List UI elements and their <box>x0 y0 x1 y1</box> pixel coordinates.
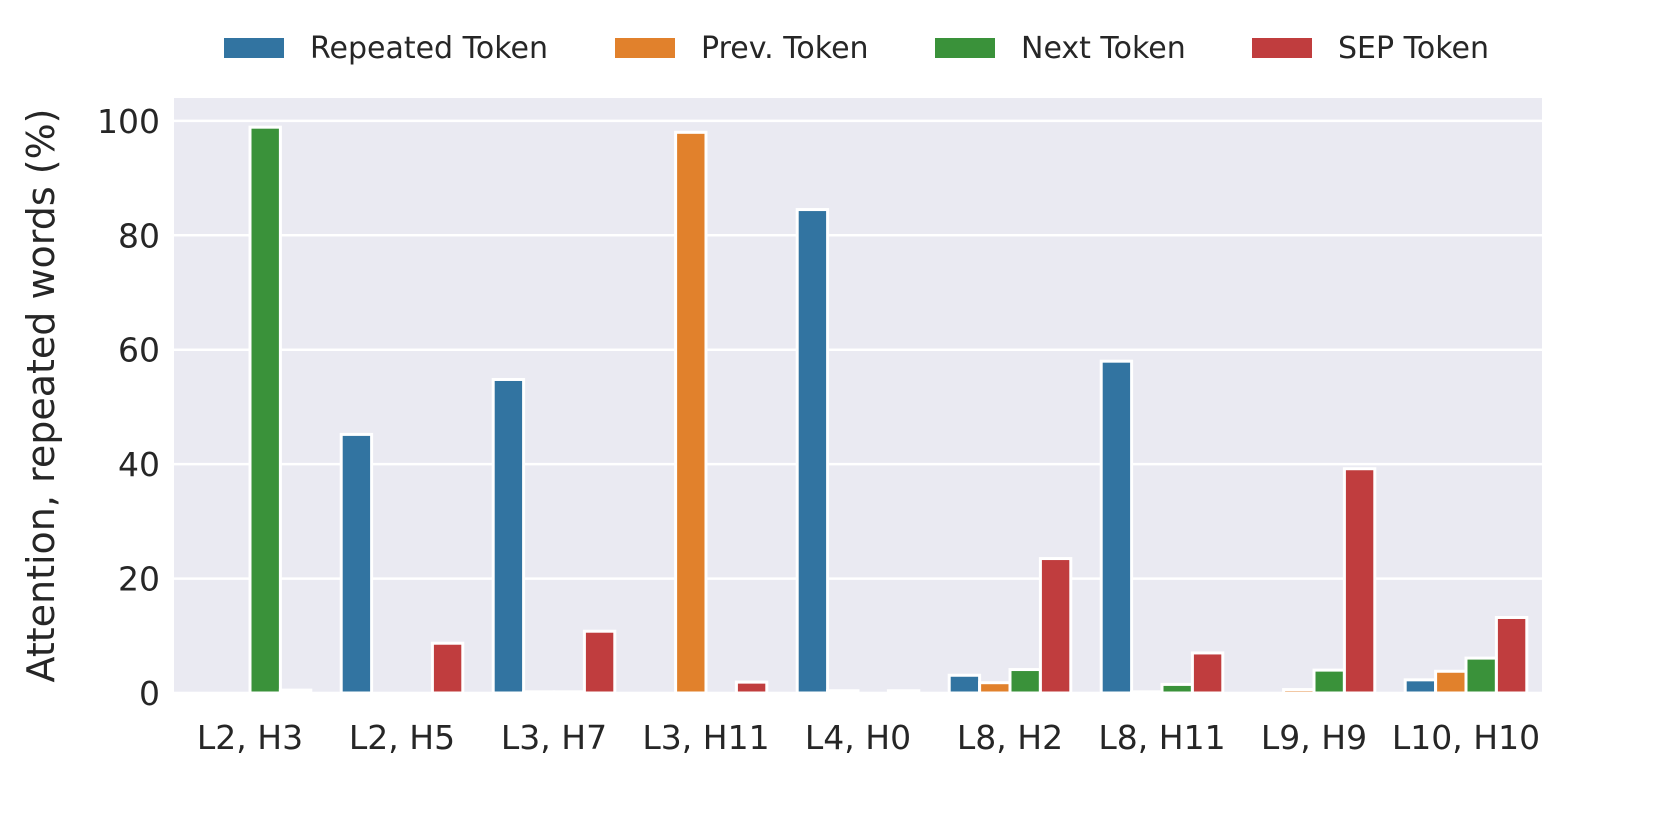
bar-sep-token <box>278 688 313 695</box>
bar-repeated-token <box>1099 359 1134 695</box>
bar-next-token <box>552 690 586 695</box>
bar-next-token <box>1464 656 1498 695</box>
bar-prev-token <box>826 689 860 695</box>
x-tick-label: L10, H10 <box>1392 718 1540 757</box>
legend-label: Repeated Token <box>310 31 548 66</box>
y-tick-label: 40 <box>118 445 160 484</box>
legend-label: Next Token <box>1021 31 1186 66</box>
x-tick-label: L4, H0 <box>805 718 911 757</box>
y-tick-label: 80 <box>118 216 160 255</box>
bar-sep-token <box>582 629 617 695</box>
bar-prev-token <box>674 130 708 695</box>
plot-area <box>174 98 1542 693</box>
x-tick-label: L8, H11 <box>1098 718 1225 757</box>
bar-sep-token <box>430 641 465 695</box>
x-tick-label: L3, H7 <box>501 718 607 757</box>
bar-next-token <box>1008 668 1042 695</box>
bar-repeated-token <box>339 432 374 695</box>
bar-sep-token <box>886 689 921 695</box>
bar-repeated-token <box>947 673 982 695</box>
x-tick-label: L2, H5 <box>349 718 455 757</box>
legend-label: SEP Token <box>1338 31 1489 66</box>
legend-swatch <box>935 38 995 58</box>
x-tick-label: L3, H11 <box>642 718 769 757</box>
y-tick-labels: 0 20 40 60 80 100 <box>97 102 160 713</box>
bar-sep-token <box>1494 615 1529 695</box>
x-tick-label: L8, H2 <box>957 718 1063 757</box>
y-tick-label: 0 <box>139 674 160 713</box>
bar-sep-token <box>1038 557 1073 695</box>
bar-next-token <box>248 125 282 695</box>
bar-repeated-token <box>1403 678 1438 695</box>
y-tick-label: 20 <box>118 560 160 599</box>
bar-prev-token <box>1434 669 1468 695</box>
legend-swatch <box>1252 38 1312 58</box>
bar-prev-token <box>522 690 556 695</box>
bar-sep-token <box>1190 651 1225 695</box>
bar-prev-token <box>1282 688 1316 695</box>
legend-swatch <box>615 38 675 58</box>
legend-swatch <box>224 38 284 58</box>
bar-prev-token <box>978 681 1012 695</box>
y-tick-label: 100 <box>97 102 160 141</box>
x-tick-label: L2, H3 <box>197 718 303 757</box>
bar-repeated-token <box>795 208 830 695</box>
bar-sep-token <box>1342 467 1377 695</box>
bar-next-token <box>1160 682 1194 695</box>
legend-label: Prev. Token <box>701 31 869 66</box>
y-axis-label: Attention, repeated words (%) <box>19 108 63 682</box>
legend: Repeated Token Prev. Token Next Token SEP T… <box>224 31 1489 66</box>
y-tick-label: 60 <box>118 331 160 370</box>
bars <box>248 125 1529 695</box>
x-tick-labels: L2, H3 L2, H5 L3, H7 L3, H11 L4, H0 L8, H2 L8,… <box>197 718 1540 757</box>
bar-next-token <box>1312 668 1346 695</box>
bar-prev-token <box>1130 690 1164 695</box>
x-tick-label: L9, H9 <box>1261 718 1367 757</box>
bar-repeated-token <box>491 377 526 695</box>
bar-sep-token <box>734 680 769 695</box>
